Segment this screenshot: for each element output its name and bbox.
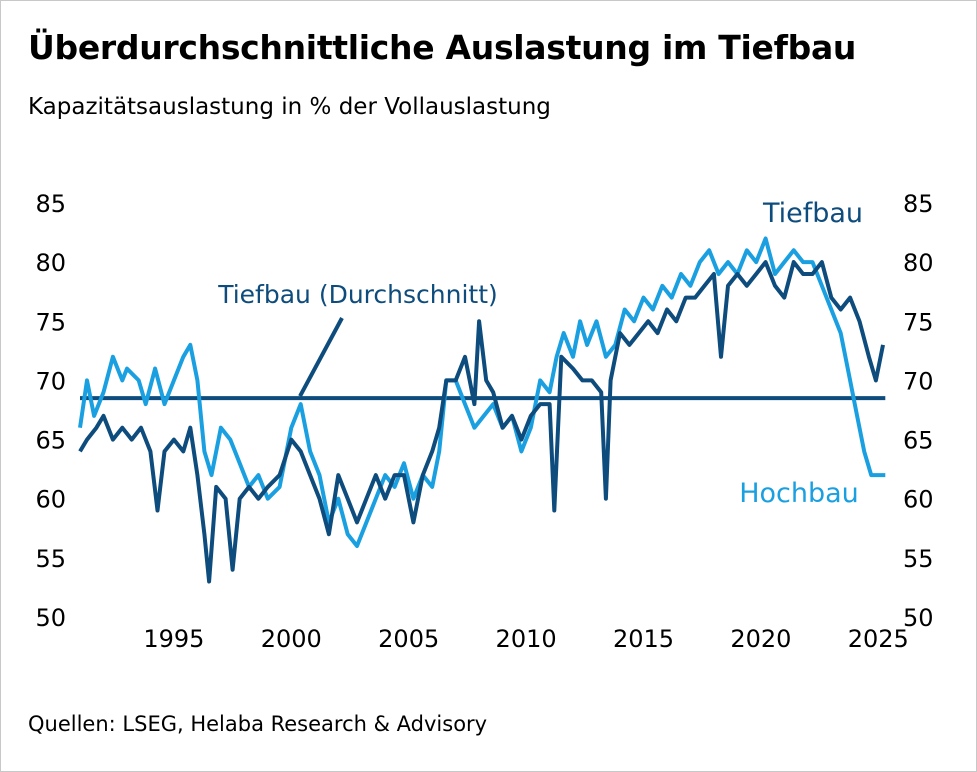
x-tick-2020: 2020 bbox=[730, 625, 791, 653]
chart-source: Quellen: LSEG, Helaba Research & Advisor… bbox=[28, 712, 488, 736]
series-label-tiefbau: Tiefbau bbox=[762, 198, 863, 229]
y-tick-left-50: 50 bbox=[35, 604, 66, 632]
y-tick-left-65: 65 bbox=[35, 427, 66, 455]
y-tick-right-60: 60 bbox=[903, 486, 934, 514]
y-tick-right-85: 85 bbox=[903, 190, 934, 218]
chart-subtitle: Kapazitätsauslastung in % der Vollauslas… bbox=[28, 94, 551, 120]
y-tick-left-70: 70 bbox=[35, 367, 66, 395]
y-tick-left-75: 75 bbox=[35, 308, 66, 336]
x-tick-2000: 2000 bbox=[261, 625, 322, 653]
series-line-tiefbau bbox=[78, 260, 885, 584]
y-tick-left-60: 60 bbox=[35, 486, 66, 514]
x-tick-2025: 2025 bbox=[848, 625, 909, 653]
series-label-hochbau: Hochbau bbox=[739, 478, 859, 509]
x-tick-2010: 2010 bbox=[496, 625, 557, 653]
reference-label-pointer bbox=[298, 317, 344, 398]
x-tick-2015: 2015 bbox=[613, 625, 674, 653]
y-tick-right-75: 75 bbox=[903, 308, 934, 336]
series-line-hochbau bbox=[78, 236, 886, 548]
y-tick-left-85: 85 bbox=[35, 190, 66, 218]
y-tick-left-80: 80 bbox=[35, 249, 66, 277]
chart-title: Überdurchschnittliche Auslastung im Tief… bbox=[28, 28, 857, 67]
y-tick-right-50: 50 bbox=[903, 604, 934, 632]
y-tick-right-55: 55 bbox=[903, 545, 934, 573]
reference-line-label: Tiefbau (Durchschnitt) bbox=[217, 280, 498, 309]
y-tick-right-80: 80 bbox=[903, 249, 934, 277]
y-tick-left-55: 55 bbox=[35, 545, 66, 573]
y-tick-right-70: 70 bbox=[903, 367, 934, 395]
y-tick-right-65: 65 bbox=[903, 427, 934, 455]
x-tick-2005: 2005 bbox=[378, 625, 439, 653]
x-tick-1995: 1995 bbox=[143, 625, 204, 653]
